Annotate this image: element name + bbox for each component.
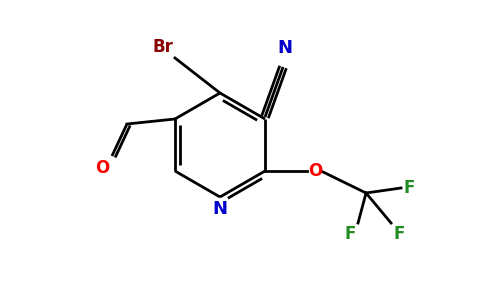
Text: N: N (212, 200, 227, 218)
Text: Br: Br (152, 38, 173, 56)
Text: F: F (345, 225, 356, 243)
Text: N: N (277, 39, 292, 57)
Text: F: F (393, 225, 405, 243)
Text: O: O (308, 162, 322, 180)
Text: O: O (95, 159, 109, 177)
Text: F: F (403, 179, 414, 197)
